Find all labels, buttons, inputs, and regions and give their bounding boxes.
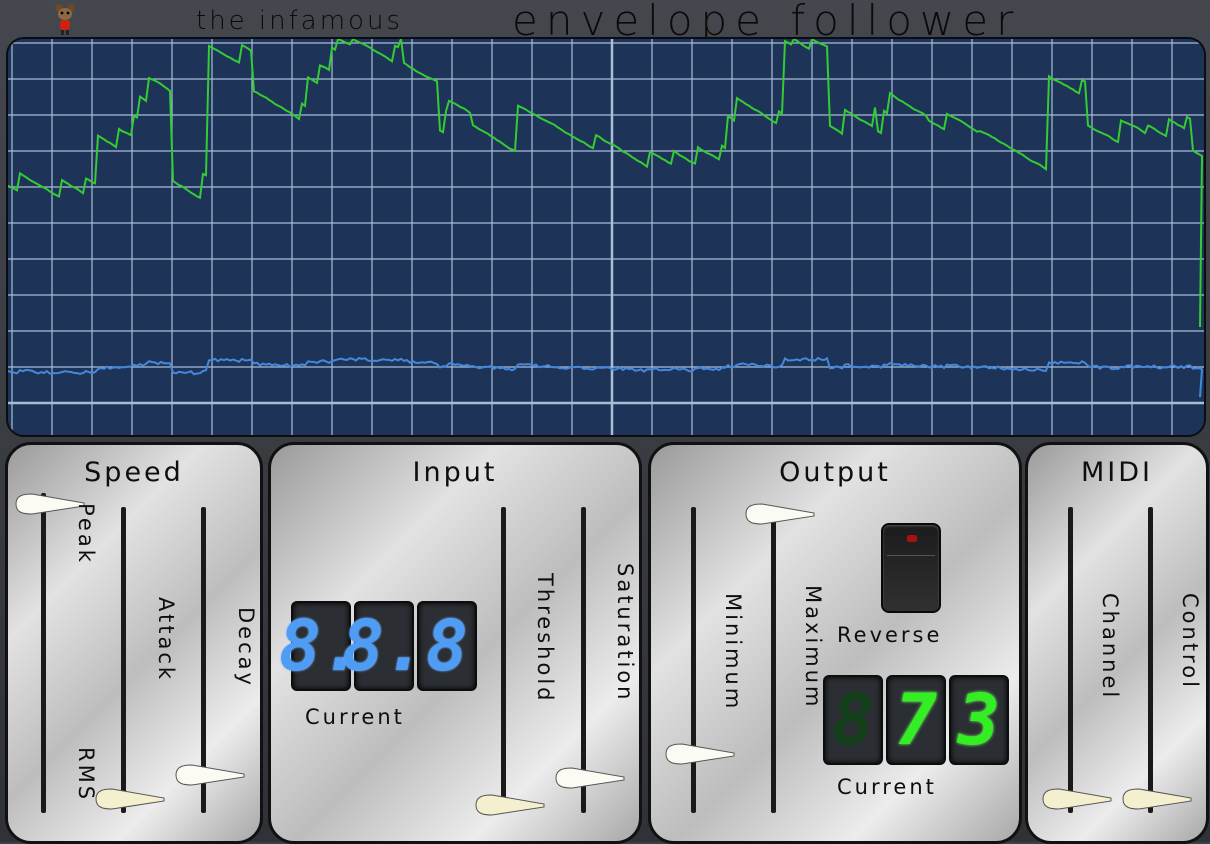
envelope-output-trace <box>8 39 1204 328</box>
decay-label: Decay <box>234 607 258 688</box>
control-slider-thumb[interactable] <box>1121 788 1193 810</box>
output-digit-1: 8 <box>823 675 883 765</box>
maximum-slider-track[interactable] <box>771 507 776 813</box>
decay-slider-thumb[interactable] <box>174 764 246 786</box>
maximum-slider-thumb[interactable] <box>744 503 816 525</box>
rms-label: RMS <box>74 747 98 803</box>
minimum-slider-track[interactable] <box>691 507 696 813</box>
midi-title: MIDI <box>1080 457 1153 488</box>
speed-panel: Speed Peak RMS Attack Decay <box>5 442 263 844</box>
decay-slider-track[interactable] <box>201 507 206 813</box>
channel-slider-thumb[interactable] <box>1041 788 1113 810</box>
channel-slider-track[interactable] <box>1068 507 1073 813</box>
output-panel: Output Minimum Maximum Reverse 8 7 3 Cur… <box>648 442 1022 844</box>
peak-rms-slider-thumb[interactable] <box>14 493 86 515</box>
attack-label: Attack <box>154 597 178 683</box>
control-slider-track[interactable] <box>1148 507 1153 813</box>
input-title: Input <box>412 457 498 488</box>
input-current-display: 8. 8. 8 <box>279 601 477 691</box>
input-current-label: Current <box>305 705 405 729</box>
output-current-label: Current <box>837 775 937 799</box>
minimum-label: Minimum <box>721 593 745 712</box>
peak-label: Peak <box>74 503 98 565</box>
output-title: Output <box>779 457 891 488</box>
attack-slider-thumb[interactable] <box>94 788 166 810</box>
input-panel: Input 8. 8. 8 Current Threshold Saturati… <box>268 442 642 844</box>
title-bar: the infamous envelope follower <box>0 0 1210 45</box>
threshold-slider-thumb[interactable] <box>474 794 546 816</box>
mouse-mascot-icon <box>55 4 75 35</box>
output-digit-2: 7 <box>886 675 946 765</box>
scope-grid <box>8 39 1204 435</box>
output-current-display: 8 7 3 <box>823 675 1009 765</box>
reverse-toggle[interactable] <box>881 523 941 613</box>
saturation-label: Saturation <box>613 563 637 703</box>
input-digit-2: 8. <box>342 601 426 691</box>
maximum-label: Maximum <box>801 585 825 710</box>
control-label: Control <box>1178 593 1202 690</box>
peak-rms-slider-track[interactable] <box>41 493 46 813</box>
threshold-slider-track[interactable] <box>501 507 506 813</box>
output-digit-3: 3 <box>949 675 1009 765</box>
saturation-slider-track[interactable] <box>581 507 586 813</box>
title-subtitle: the infamous <box>196 6 403 36</box>
envelope-scope <box>6 37 1206 437</box>
speed-title: Speed <box>84 457 184 488</box>
threshold-label: Threshold <box>533 573 557 704</box>
reverse-label: Reverse <box>837 623 943 647</box>
input-level-trace <box>8 356 1204 398</box>
input-digit-3: 8 <box>417 601 477 691</box>
reverse-led-icon <box>907 535 917 542</box>
input-digit-1: 8. <box>279 601 363 691</box>
attack-slider-track[interactable] <box>121 507 126 813</box>
midi-panel: MIDI Channel Control <box>1025 442 1209 844</box>
saturation-slider-thumb[interactable] <box>554 767 626 789</box>
channel-label: Channel <box>1098 593 1122 701</box>
scope-plot <box>8 39 1204 435</box>
minimum-slider-thumb[interactable] <box>664 743 736 765</box>
